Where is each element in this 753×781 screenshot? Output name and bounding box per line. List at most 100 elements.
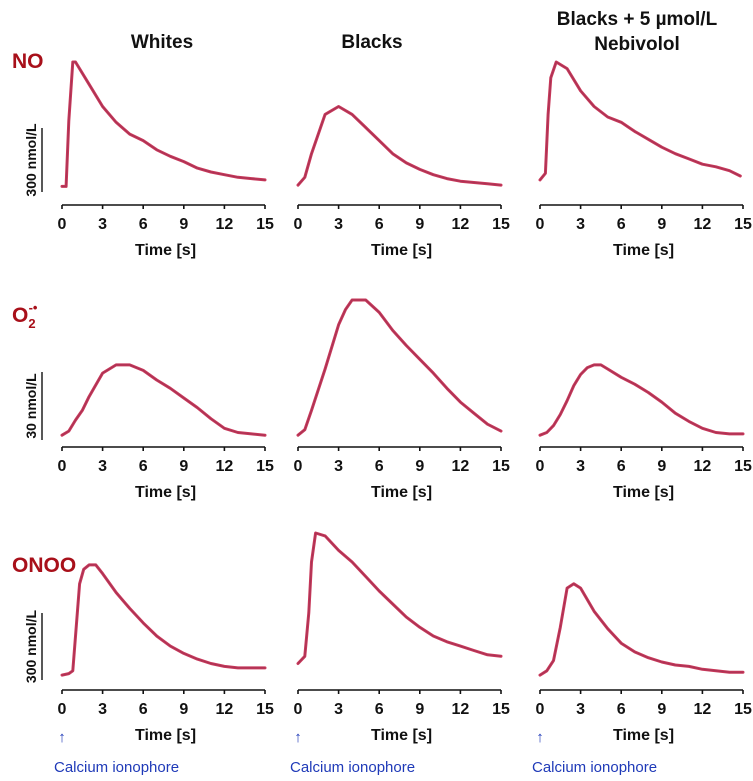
x-tick-label-r1-c0-1: 3 — [98, 458, 107, 475]
row-label-subscript-1: 2 — [28, 316, 35, 331]
x-axis-label-r0-c0: Time [s] — [135, 242, 196, 259]
column-title-0-line-0: Whites — [131, 32, 193, 53]
scale-bar-label-1: 30 nmol/L — [23, 373, 39, 439]
x-tick-label-r1-c2-4: 12 — [694, 458, 712, 475]
curve-core-r0-c0 — [62, 61, 266, 187]
scale-bar-label-0: 300 nmol/L — [23, 123, 39, 197]
x-tick-label-r2-c2-3: 9 — [657, 701, 666, 718]
row-label-1: O2-• — [12, 300, 38, 331]
x-tick-label-r1-c1-3: 9 — [415, 458, 424, 475]
x-tick-label-r1-c0-3: 9 — [179, 458, 188, 475]
curve-core-r0-c2 — [539, 61, 741, 181]
row-label-superscript-1: -• — [29, 300, 38, 315]
x-tick-label-r0-c1-5: 15 — [492, 216, 510, 233]
x-tick-label-r1-c2-3: 9 — [657, 458, 666, 475]
x-tick-label-r0-c0-5: 15 — [256, 216, 274, 233]
ionophore-arrow-1: ↑ — [294, 729, 302, 746]
x-axis-label-r2-c0: Time [s] — [135, 727, 196, 744]
x-tick-label-r2-c0-2: 6 — [139, 701, 148, 718]
curve-r1-c1 — [296, 298, 503, 437]
x-tick-label-r0-c0-3: 9 — [179, 216, 188, 233]
x-tick-label-r2-c1-4: 12 — [452, 701, 470, 718]
curve-r0-c2 — [538, 60, 742, 182]
x-tick-label-r1-c0-2: 6 — [139, 458, 148, 475]
row-label-2: ONOO — [12, 554, 76, 577]
curve-r0-c0 — [60, 60, 267, 188]
x-tick-label-r1-c1-4: 12 — [452, 458, 470, 475]
ionophore-label-1: Calcium ionophore — [290, 759, 415, 776]
x-tick-label-r0-c2-0: 0 — [536, 216, 545, 233]
curve-core-r0-c1 — [297, 106, 502, 186]
x-tick-label-r0-c0-0: 0 — [58, 216, 67, 233]
x-axis-label-r1-c1: Time [s] — [371, 484, 432, 501]
x-tick-label-r1-c1-5: 15 — [492, 458, 510, 475]
ionophore-arrow-2: ↑ — [536, 729, 544, 746]
x-axis-label-r0-c2: Time [s] — [613, 242, 674, 259]
x-tick-label-r0-c1-1: 3 — [334, 216, 343, 233]
curve-r2-c0 — [60, 563, 267, 677]
x-tick-label-r0-c2-3: 9 — [657, 216, 666, 233]
x-tick-label-r1-c2-5: 15 — [734, 458, 752, 475]
x-tick-label-r0-c2-4: 12 — [694, 216, 712, 233]
row-label-0: NO — [12, 50, 44, 73]
x-tick-label-r0-c1-2: 6 — [375, 216, 384, 233]
x-tick-label-r2-c0-3: 9 — [179, 701, 188, 718]
x-tick-label-r1-c0-5: 15 — [256, 458, 274, 475]
x-tick-label-r0-c0-2: 6 — [139, 216, 148, 233]
curve-r1-c0 — [60, 363, 267, 437]
x-tick-label-r2-c0-1: 3 — [98, 701, 107, 718]
x-tick-label-r1-c2-1: 3 — [576, 458, 585, 475]
x-tick-label-r2-c2-1: 3 — [576, 701, 585, 718]
curve-r2-c2 — [538, 582, 745, 677]
curve-core-r2-c2 — [539, 583, 743, 676]
x-tick-label-r0-c2-1: 3 — [576, 216, 585, 233]
x-tick-label-r0-c1-0: 0 — [294, 216, 303, 233]
x-tick-label-r2-c1-2: 6 — [375, 701, 384, 718]
x-axis-label-r2-c2: Time [s] — [613, 727, 674, 744]
x-tick-label-r1-c2-2: 6 — [617, 458, 626, 475]
column-title-2-line-0: Blacks + 5 µmol/L — [557, 9, 718, 30]
curve-core-r2-c0 — [61, 564, 265, 676]
curve-core-r1-c0 — [61, 364, 266, 436]
x-tick-label-r2-c0-4: 12 — [216, 701, 234, 718]
x-tick-label-r2-c1-0: 0 — [294, 701, 303, 718]
x-tick-label-r1-c2-0: 0 — [536, 458, 545, 475]
x-tick-label-r1-c1-0: 0 — [294, 458, 303, 475]
x-tick-label-r2-c2-4: 12 — [694, 701, 712, 718]
scale-bar-label-2: 300 nmol/L — [23, 609, 39, 683]
x-tick-label-r0-c1-3: 9 — [415, 216, 424, 233]
ionophore-arrow-0: ↑ — [58, 729, 66, 746]
x-axis-label-r2-c1: Time [s] — [371, 727, 432, 744]
x-tick-label-r2-c1-1: 3 — [334, 701, 343, 718]
column-title-1-line-0: Blacks — [341, 32, 402, 53]
curve-core-r1-c2 — [539, 364, 743, 436]
ionophore-label-0: Calcium ionophore — [54, 759, 179, 776]
x-tick-label-r1-c1-2: 6 — [375, 458, 384, 475]
x-tick-label-r0-c0-1: 3 — [98, 216, 107, 233]
x-tick-label-r1-c0-0: 0 — [58, 458, 67, 475]
x-tick-label-r1-c1-1: 3 — [334, 458, 343, 475]
x-tick-label-r2-c0-0: 0 — [58, 701, 67, 718]
x-tick-label-r2-c0-5: 15 — [256, 701, 274, 718]
x-tick-label-r2-c1-5: 15 — [492, 701, 510, 718]
ionophore-label-2: Calcium ionophore — [532, 759, 657, 776]
curve-r2-c1 — [296, 531, 503, 665]
x-tick-label-r0-c0-4: 12 — [216, 216, 234, 233]
x-tick-label-r2-c2-0: 0 — [536, 701, 545, 718]
curve-core-r2-c1 — [297, 532, 502, 664]
x-tick-label-r1-c0-4: 12 — [216, 458, 234, 475]
x-axis-label-r1-c2: Time [s] — [613, 484, 674, 501]
curve-r1-c2 — [538, 363, 745, 437]
curve-r0-c1 — [296, 105, 503, 187]
column-title-2-line-1: Nebivolol — [594, 34, 680, 55]
x-tick-label-r2-c2-5: 15 — [734, 701, 752, 718]
x-tick-label-r2-c1-3: 9 — [415, 701, 424, 718]
x-axis-label-r1-c0: Time [s] — [135, 484, 196, 501]
curve-core-r1-c1 — [297, 299, 502, 436]
x-tick-label-r2-c2-2: 6 — [617, 701, 626, 718]
x-tick-label-r0-c1-4: 12 — [452, 216, 470, 233]
x-tick-label-r0-c2-5: 15 — [734, 216, 752, 233]
x-tick-label-r0-c2-2: 6 — [617, 216, 626, 233]
x-axis-label-r0-c1: Time [s] — [371, 242, 432, 259]
